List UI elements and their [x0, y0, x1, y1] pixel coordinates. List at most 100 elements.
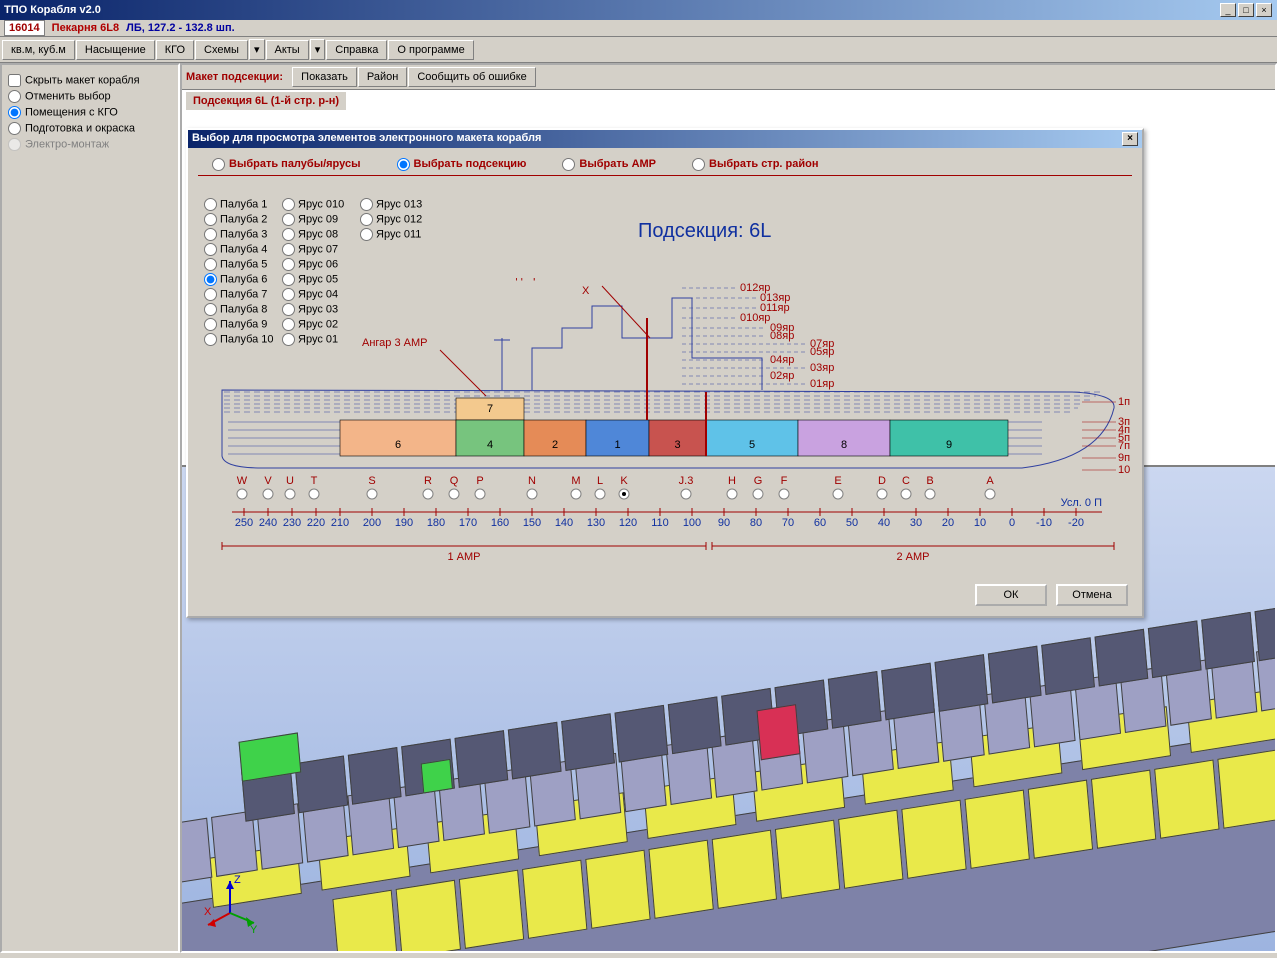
toolbar-3-dropdown-icon[interactable]: ▾: [249, 39, 265, 60]
prep-paint-radio[interactable]: Подготовка и окраска: [8, 122, 172, 135]
mode-radio-1[interactable]: Выбрать подсекцию: [397, 158, 527, 170]
svg-text:G: G: [754, 475, 763, 487]
svg-text:Q: Q: [450, 475, 459, 487]
minimize-button[interactable]: _: [1220, 3, 1236, 17]
deck-radio-col3-0[interactable]: Ярус 013: [360, 198, 422, 211]
maximize-button[interactable]: □: [1238, 3, 1254, 17]
svg-text:X: X: [582, 285, 590, 297]
svg-text:9п: 9п: [1118, 452, 1130, 464]
toolbar-4[interactable]: Акты: [266, 40, 309, 60]
svg-text:60: 60: [814, 517, 826, 529]
main-toolbar: кв.м, куб.мНасыщениеКГОСхемы▾Акты▾Справк…: [0, 37, 1277, 63]
svg-text:03яр: 03яр: [810, 362, 834, 374]
mode-radio-0[interactable]: Выбрать палубы/ярусы: [212, 158, 361, 170]
subsection-title: Подсекция: 6L: [638, 220, 771, 243]
svg-text:70: 70: [782, 517, 794, 529]
svg-text:L: L: [597, 475, 603, 487]
svg-text:010яр: 010яр: [740, 312, 770, 324]
svg-text:0: 0: [1009, 517, 1015, 529]
svg-text:T: T: [311, 475, 318, 487]
svg-text:110: 110: [651, 517, 669, 529]
svg-text:7: 7: [487, 403, 493, 415]
subsection-action-0[interactable]: Показать: [292, 67, 357, 87]
svg-text:F: F: [781, 475, 788, 487]
svg-text:160: 160: [491, 517, 509, 529]
toolbar-0[interactable]: кв.м, куб.м: [2, 40, 75, 60]
deck-radio-col3-2[interactable]: Ярус 011: [360, 228, 422, 241]
info-bar: 16014 Пекарня 6L8 ЛБ, 127.2 - 132.8 шп.: [0, 20, 1277, 37]
svg-text:3: 3: [674, 439, 680, 451]
subsection-tabstrip: Макет подсекции: ПоказатьРайонСообщить о…: [182, 65, 1275, 90]
svg-text:250: 250: [235, 517, 253, 529]
deck-radio-col1-4[interactable]: Палуба 5: [204, 258, 274, 271]
svg-text:20: 20: [942, 517, 954, 529]
svg-text:H: H: [728, 475, 736, 487]
close-button[interactable]: ×: [1256, 3, 1272, 17]
toolbar-5[interactable]: Справка: [326, 40, 387, 60]
svg-text:1 АМР: 1 АМР: [447, 551, 480, 563]
svg-text:100: 100: [683, 517, 701, 529]
deck-radio-col3-1[interactable]: Ярус 012: [360, 213, 422, 226]
project-number: 16014: [4, 20, 45, 36]
deck-radio-col2-1[interactable]: Ярус 09: [282, 213, 344, 226]
svg-text:08яр: 08яр: [770, 330, 794, 342]
svg-text:220: 220: [307, 517, 325, 529]
rooms-kgo-radio[interactable]: Помещения с КГО: [8, 106, 172, 119]
svg-text:B: B: [926, 475, 933, 487]
svg-text:240: 240: [259, 517, 277, 529]
dialog-close-button[interactable]: ×: [1122, 132, 1138, 146]
ok-button[interactable]: ОК: [975, 584, 1047, 606]
svg-text:80: 80: [750, 517, 762, 529]
cancel-selection-radio[interactable]: Отменить выбор: [8, 90, 172, 103]
mode-radio-2[interactable]: Выбрать АМР: [562, 158, 656, 170]
deck-radio-col1-2[interactable]: Палуба 3: [204, 228, 274, 241]
svg-text:120: 120: [619, 517, 637, 529]
svg-text:J.3: J.3: [679, 475, 694, 487]
subsection-action-1[interactable]: Район: [358, 67, 407, 87]
svg-text:E: E: [834, 475, 841, 487]
svg-text:90: 90: [718, 517, 730, 529]
deck-radio-col1-1[interactable]: Палуба 2: [204, 213, 274, 226]
subsection-tab[interactable]: Подсекция 6L (1-й стр. р-н): [186, 92, 346, 110]
mode-radio-3[interactable]: Выбрать стр. район: [692, 158, 818, 170]
svg-text:2: 2: [552, 439, 558, 451]
toolbar-4-dropdown-icon[interactable]: ▾: [310, 39, 326, 60]
toolbar-1[interactable]: Насыщение: [76, 40, 155, 60]
svg-text:8: 8: [841, 439, 847, 451]
svg-text:Усл. 0 П: Усл. 0 П: [1061, 497, 1102, 509]
cancel-button[interactable]: Отмена: [1056, 584, 1128, 606]
svg-text:10п: 10п: [1118, 464, 1130, 476]
subsection-action-2[interactable]: Сообщить об ошибке: [408, 67, 535, 87]
svg-text:U: U: [286, 475, 294, 487]
deck-radio-col2-4[interactable]: Ярус 06: [282, 258, 344, 271]
svg-text:30: 30: [910, 517, 922, 529]
svg-text:S: S: [368, 475, 375, 487]
deck-radio-col2-2[interactable]: Ярус 08: [282, 228, 344, 241]
svg-text:D: D: [878, 475, 886, 487]
svg-text:C: C: [902, 475, 910, 487]
svg-text:210: 210: [331, 517, 349, 529]
svg-text:02яр: 02яр: [770, 370, 794, 382]
deck-radio-col2-3[interactable]: Ярус 07: [282, 243, 344, 256]
deck-radio-col1-3[interactable]: Палуба 4: [204, 243, 274, 256]
selection-dialog: Выбор для просмотра элементов электронно…: [186, 128, 1144, 618]
main-title: ТПО Корабля v2.0: [4, 0, 101, 20]
toolbar-3[interactable]: Схемы: [195, 40, 248, 60]
svg-text:04яр: 04яр: [770, 354, 794, 366]
svg-text:012яр: 012яр: [740, 282, 770, 294]
location-name: Пекарня 6L8: [52, 22, 119, 34]
svg-text:10: 10: [974, 517, 986, 529]
svg-text:1п: 1п: [1118, 396, 1130, 408]
svg-text:X: X: [204, 906, 212, 918]
svg-text:Ангар 3 АМР: Ангар 3 АМР: [362, 337, 427, 349]
toolbar-6[interactable]: О программе: [388, 40, 473, 60]
svg-text:R: R: [424, 475, 432, 487]
svg-text:7п: 7п: [1118, 440, 1130, 452]
hide-model-check[interactable]: Скрыть макет корабля: [8, 74, 172, 87]
main-titlebar: ТПО Корабля v2.0 _ □ ×: [0, 0, 1277, 20]
deck-radio-col2-0[interactable]: Ярус 010: [282, 198, 344, 211]
svg-text:-20: -20: [1068, 517, 1084, 529]
tabstrip-label: Макет подсекции:: [186, 71, 283, 83]
deck-radio-col1-0[interactable]: Палуба 1: [204, 198, 274, 211]
toolbar-2[interactable]: КГО: [156, 40, 194, 60]
